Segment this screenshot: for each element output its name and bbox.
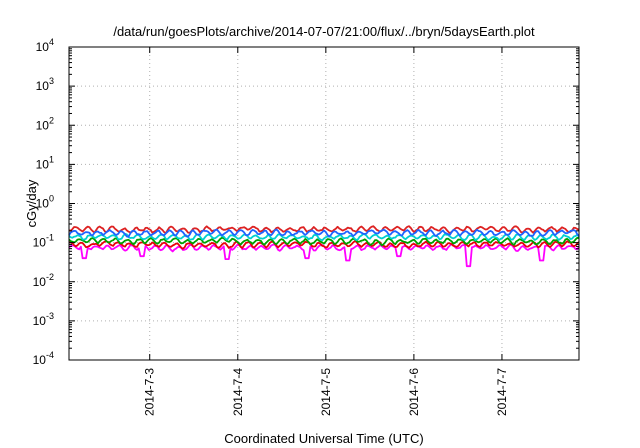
y-tick-labels: 10-4 10-3 10-2 10-1 100 101 102 103 104 [33, 37, 54, 367]
series-line-2 [69, 240, 580, 250]
x-tick-label: 2014-7-3 [143, 368, 157, 416]
y-tick-label: 10-2 [33, 272, 54, 289]
x-tick-label: 2014-7-4 [231, 368, 245, 416]
y-tick-label: 101 [36, 154, 54, 171]
y-tick-label: 102 [36, 115, 54, 132]
y-tick-label: 100 [36, 194, 54, 211]
series-group [68, 225, 580, 268]
series-line-4 [68, 232, 580, 242]
x-tick-label: 2014-7-7 [495, 368, 509, 416]
x-tick-label: 2014-7-5 [319, 368, 333, 416]
x-tick-labels: 2014-7-3 2014-7-4 2014-7-5 2014-7-6 2014-7-7 [143, 368, 509, 416]
x-tick-label: 2014-7-6 [407, 368, 421, 416]
y-tick-label: 10-3 [33, 311, 54, 328]
y-tick-label: 10-1 [33, 233, 54, 250]
y-tick-label: 104 [36, 37, 54, 54]
series-line-5 [68, 225, 580, 235]
y-tick-label: 10-4 [33, 350, 54, 367]
y-tick-label: 103 [36, 76, 54, 93]
chart-title: /data/run/goesPlots/archive/2014-07-07/2… [113, 24, 535, 39]
series-line-3 [68, 236, 580, 247]
y-axis-label: cGy/day [24, 179, 39, 227]
series-line-6 [68, 228, 580, 238]
x-axis-label: Coordinated Universal Time (UTC) [224, 431, 423, 446]
ticks [69, 46, 579, 361]
